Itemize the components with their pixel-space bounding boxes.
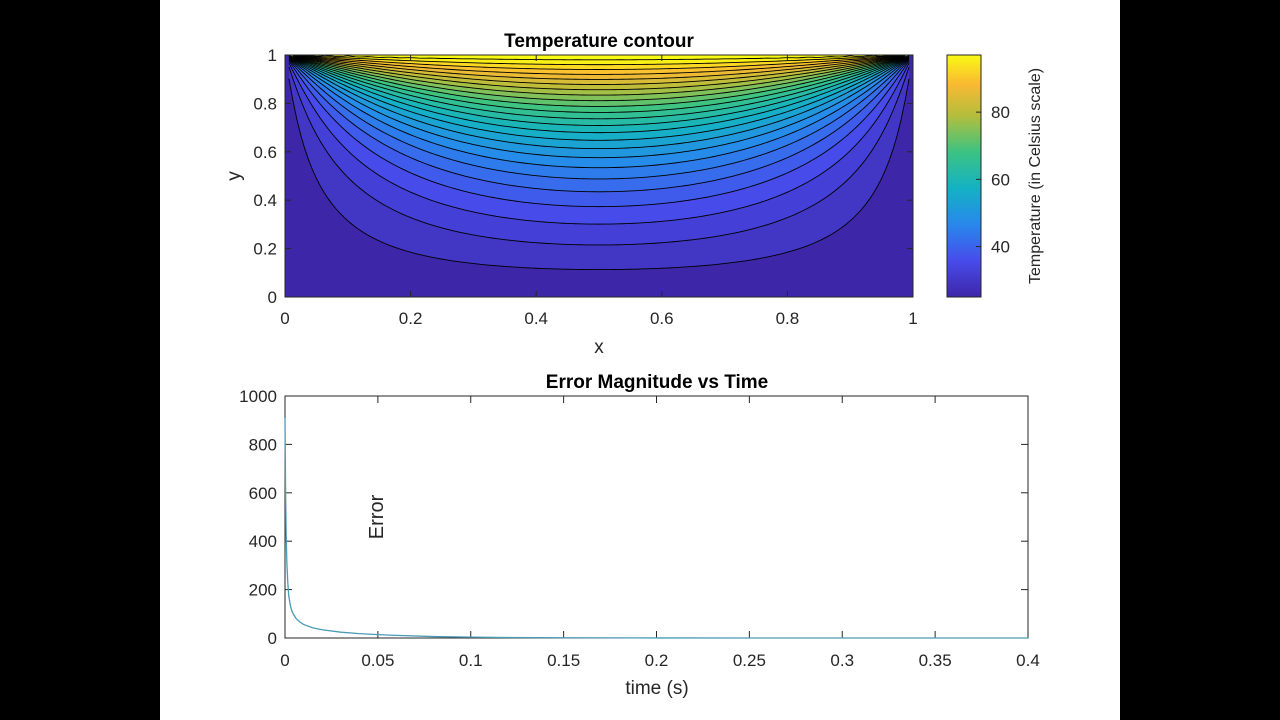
contour-band (292, 55, 906, 60)
contour-line (288, 62, 910, 225)
contour-x-tick-label: 0.8 (776, 309, 800, 328)
contour-x-tick-label: 1 (908, 309, 917, 328)
error-y-tick-label: 200 (249, 581, 277, 600)
contour-y-tick-label: 0.6 (253, 143, 277, 162)
contour-x-tick-label: 0.6 (650, 309, 674, 328)
contour-line (288, 59, 910, 193)
contour-line (288, 57, 910, 169)
error-x-tick-label: 0.05 (361, 651, 394, 670)
contour-axes-frame (284, 54, 914, 298)
colorbar-gradient (946, 54, 982, 298)
contour-line (288, 55, 910, 113)
contour-x-label: x (594, 337, 604, 358)
contour-line (288, 55, 910, 134)
error-y-label: Error (366, 494, 388, 539)
contour-line (292, 55, 906, 85)
error-plot: Error Magnitude vs Time 0 0.05 0.1 0.15 0.2 0… (239, 372, 1040, 699)
contour-y-ticks: 0 0.2 0.4 0.6 0.8 1 (253, 46, 913, 307)
error-y-tick-label: 800 (249, 435, 277, 454)
contour-y-tick-label: 0.8 (253, 94, 277, 113)
contour-title: Temperature contour (504, 31, 694, 52)
colorbar-tick-label: 60 (991, 170, 1010, 189)
contour-line (292, 55, 906, 75)
contour-line (292, 55, 906, 66)
figure-canvas: Temperature contour 0 0.2 0.4 0.6 0.8 1 00.20… (224, 31, 1044, 699)
contour-line (288, 66, 910, 246)
error-y-tick-label: 400 (249, 532, 277, 551)
contour-bands (285, 55, 913, 297)
contour-line (288, 78, 910, 271)
contour-line (292, 56, 906, 102)
contour-y-tick-label: 0.2 (253, 240, 277, 259)
contour-line (288, 60, 910, 208)
contour-y-tick-label: 0.4 (253, 191, 277, 210)
error-x-tick-label: 0.1 (459, 651, 483, 670)
error-series-line (284, 417, 1028, 639)
contour-x-tick-label: 0.4 (524, 309, 548, 328)
contour-line (288, 56, 910, 150)
contour-plot: Temperature contour 0 0.2 0.4 0.6 0.8 1 00.20… (224, 31, 918, 358)
colorbar-tick-label: 80 (991, 103, 1010, 122)
contour-line (288, 55, 910, 120)
contour-x-tick-label: 0.2 (399, 309, 423, 328)
contour-line (292, 55, 906, 61)
error-x-tick-label: 0.2 (645, 651, 669, 670)
figure: Temperature contour 0 0.2 0.4 0.6 0.8 1 0 0.2 0… (160, 0, 1120, 720)
error-x-label: time (s) (625, 678, 688, 699)
error-x-tick-label: 0 (280, 651, 289, 670)
error-y-tick-label: 0 (268, 629, 277, 648)
colorbar: 40 60 80 Temperature (in Celsius scale) (946, 54, 1044, 298)
error-y-tick-label: 600 (249, 484, 277, 503)
contour-line (288, 57, 910, 159)
error-axes-frame (284, 395, 1029, 639)
contour-x-tick-label: 0 (280, 309, 289, 328)
contour-line (288, 58, 910, 180)
error-x-tick-label: 0.15 (547, 651, 580, 670)
colorbar-label: Temperature (in Celsius scale) (1027, 68, 1044, 284)
error-x-tick-label: 0.4 (1016, 651, 1040, 670)
contour-lines (288, 55, 910, 271)
contour-line (288, 55, 910, 107)
error-x-ticks: 0 0.05 0.1 0.15 0.2 0.25 0.3 0.35 0.4 (280, 396, 1040, 670)
contour-line (292, 55, 906, 70)
contour-line (292, 56, 906, 96)
error-x-tick-label: 0.25 (733, 651, 766, 670)
contour-line (288, 55, 910, 126)
error-y-tick-label: 1000 (239, 387, 277, 406)
colorbar-tick-label: 40 (991, 238, 1010, 257)
contour-x-ticks: 0 0.2 0.4 0.6 0.8 1 (280, 55, 918, 328)
contour-y-label: y (224, 171, 245, 181)
error-x-tick-label: 0.3 (830, 651, 854, 670)
contour-line (292, 56, 906, 91)
colorbar-ticks: 40 60 80 (976, 103, 1010, 257)
error-y-ticks: 0 200 400 600 800 1000 (239, 387, 1028, 648)
error-x-tick-label: 0.35 (919, 651, 952, 670)
contour-line (292, 55, 906, 80)
contour-y-tick-label: 1 (268, 46, 277, 65)
contour-line (288, 56, 910, 141)
contour-y-tick-label: 0 (268, 288, 277, 307)
error-title: Error Magnitude vs Time (546, 372, 768, 393)
